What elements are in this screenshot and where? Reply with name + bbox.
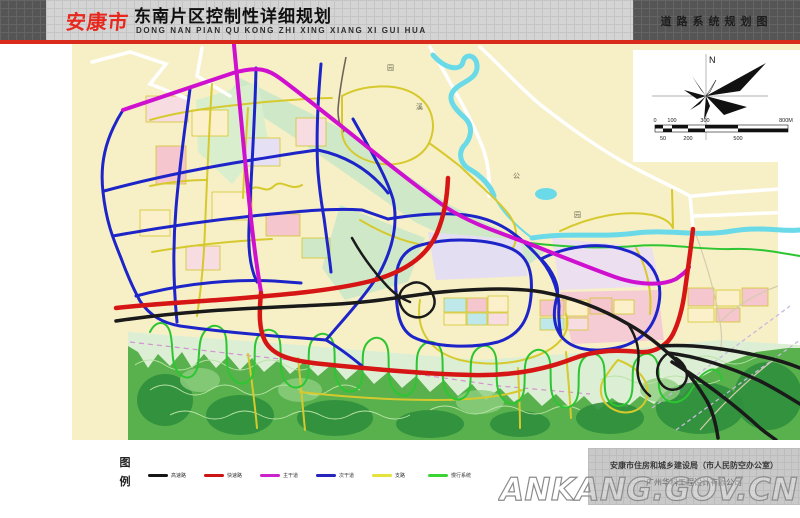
highway-swatch bbox=[148, 474, 168, 477]
existing-roads-white bbox=[90, 45, 800, 230]
road-system-map: 园 溪 公 园 N 0 100 300 bbox=[0, 43, 800, 442]
city-logo: 安康市 bbox=[64, 12, 130, 34]
secondary-swatch bbox=[316, 474, 336, 477]
page-title: 东南片区控制性详细规划 bbox=[134, 7, 332, 26]
interchange-loop-west bbox=[398, 281, 436, 319]
svg-text:500: 500 bbox=[733, 136, 742, 142]
map-label: 溪 bbox=[416, 102, 423, 111]
map-text-labels: 园 溪 公 园 bbox=[387, 64, 581, 219]
expressway-swatch bbox=[204, 474, 224, 477]
scale-bar: 0 100 300 800M 50 200 500 bbox=[653, 118, 793, 142]
map-label: 园 bbox=[387, 64, 394, 72]
interchange-loop-east bbox=[656, 351, 688, 391]
svg-text:100: 100 bbox=[667, 118, 676, 124]
header-divider-line bbox=[0, 40, 800, 44]
agency-name: 安康市住房和城乡建设局（市人民防空办公室） bbox=[610, 461, 778, 470]
header-grid-dark-left bbox=[0, 0, 46, 40]
legend-item-slow-system: 慢行系统 bbox=[428, 472, 484, 479]
svg-text:0: 0 bbox=[653, 118, 656, 124]
road-highway-black bbox=[114, 236, 800, 442]
bottom-band: 图 例 高速路 快速路 主干道 次干道 支路 bbox=[0, 440, 800, 518]
svg-text:200: 200 bbox=[683, 136, 692, 142]
pond bbox=[535, 188, 557, 200]
design-institute-name: 广州华科工程设计有限公司 bbox=[646, 478, 742, 487]
page-title-pinyin: DONG NAN PIAN QU KONG ZHI XING XIANG XI … bbox=[136, 26, 427, 35]
arterial-swatch bbox=[260, 474, 280, 477]
header-bar: 安康市 东南片区控制性详细规划 DONG NAN PIAN QU KONG ZH… bbox=[0, 0, 800, 44]
watermark: ANKANG.GOV.CN bbox=[498, 471, 798, 508]
slow-system-swatch bbox=[428, 474, 448, 477]
svg-text:800M: 800M bbox=[779, 118, 793, 124]
planning-boundary-dashed bbox=[129, 341, 591, 395]
credits-panel: 安康市住房和城乡建设局（市人民防空办公室） 广州华科工程设计有限公司 bbox=[588, 448, 800, 505]
map-edge-strip bbox=[778, 162, 800, 352]
legend-item-branch: 支路 bbox=[372, 472, 428, 479]
road-arterial-magenta bbox=[121, 43, 691, 294]
compass-scale-box: N 0 100 300 800M 50 bbox=[633, 50, 800, 162]
branch-swatch bbox=[372, 474, 392, 477]
legend-item-secondary: 次干道 bbox=[316, 472, 372, 479]
legend-item-highway: 高速路 bbox=[148, 472, 204, 479]
header-grid-light bbox=[46, 0, 633, 40]
map-area: 园 溪 公 园 N 0 100 300 bbox=[0, 43, 800, 442]
watermark-text: ANKANG.GOV.CN bbox=[498, 472, 798, 508]
legend-item-arterial: 主干道 bbox=[260, 472, 316, 479]
rural-paths bbox=[651, 231, 800, 431]
header-grid-dark-right bbox=[633, 0, 800, 40]
svg-text:50: 50 bbox=[660, 136, 666, 142]
svg-text:300: 300 bbox=[700, 118, 709, 124]
legend: 高速路 快速路 主干道 次干道 支路 慢行系统 bbox=[148, 472, 484, 479]
legend-title: 图 例 bbox=[119, 457, 131, 488]
mountains bbox=[128, 341, 800, 440]
legend-item-expressway: 快速路 bbox=[204, 472, 260, 479]
map-label: 公 bbox=[513, 172, 520, 180]
road-expressway-red bbox=[113, 175, 696, 378]
sheet-name-label: 道路系统规划图 bbox=[660, 16, 773, 28]
compass-rose: N bbox=[652, 54, 768, 140]
north-label: N bbox=[709, 55, 716, 65]
map-label: 园 bbox=[574, 211, 581, 219]
